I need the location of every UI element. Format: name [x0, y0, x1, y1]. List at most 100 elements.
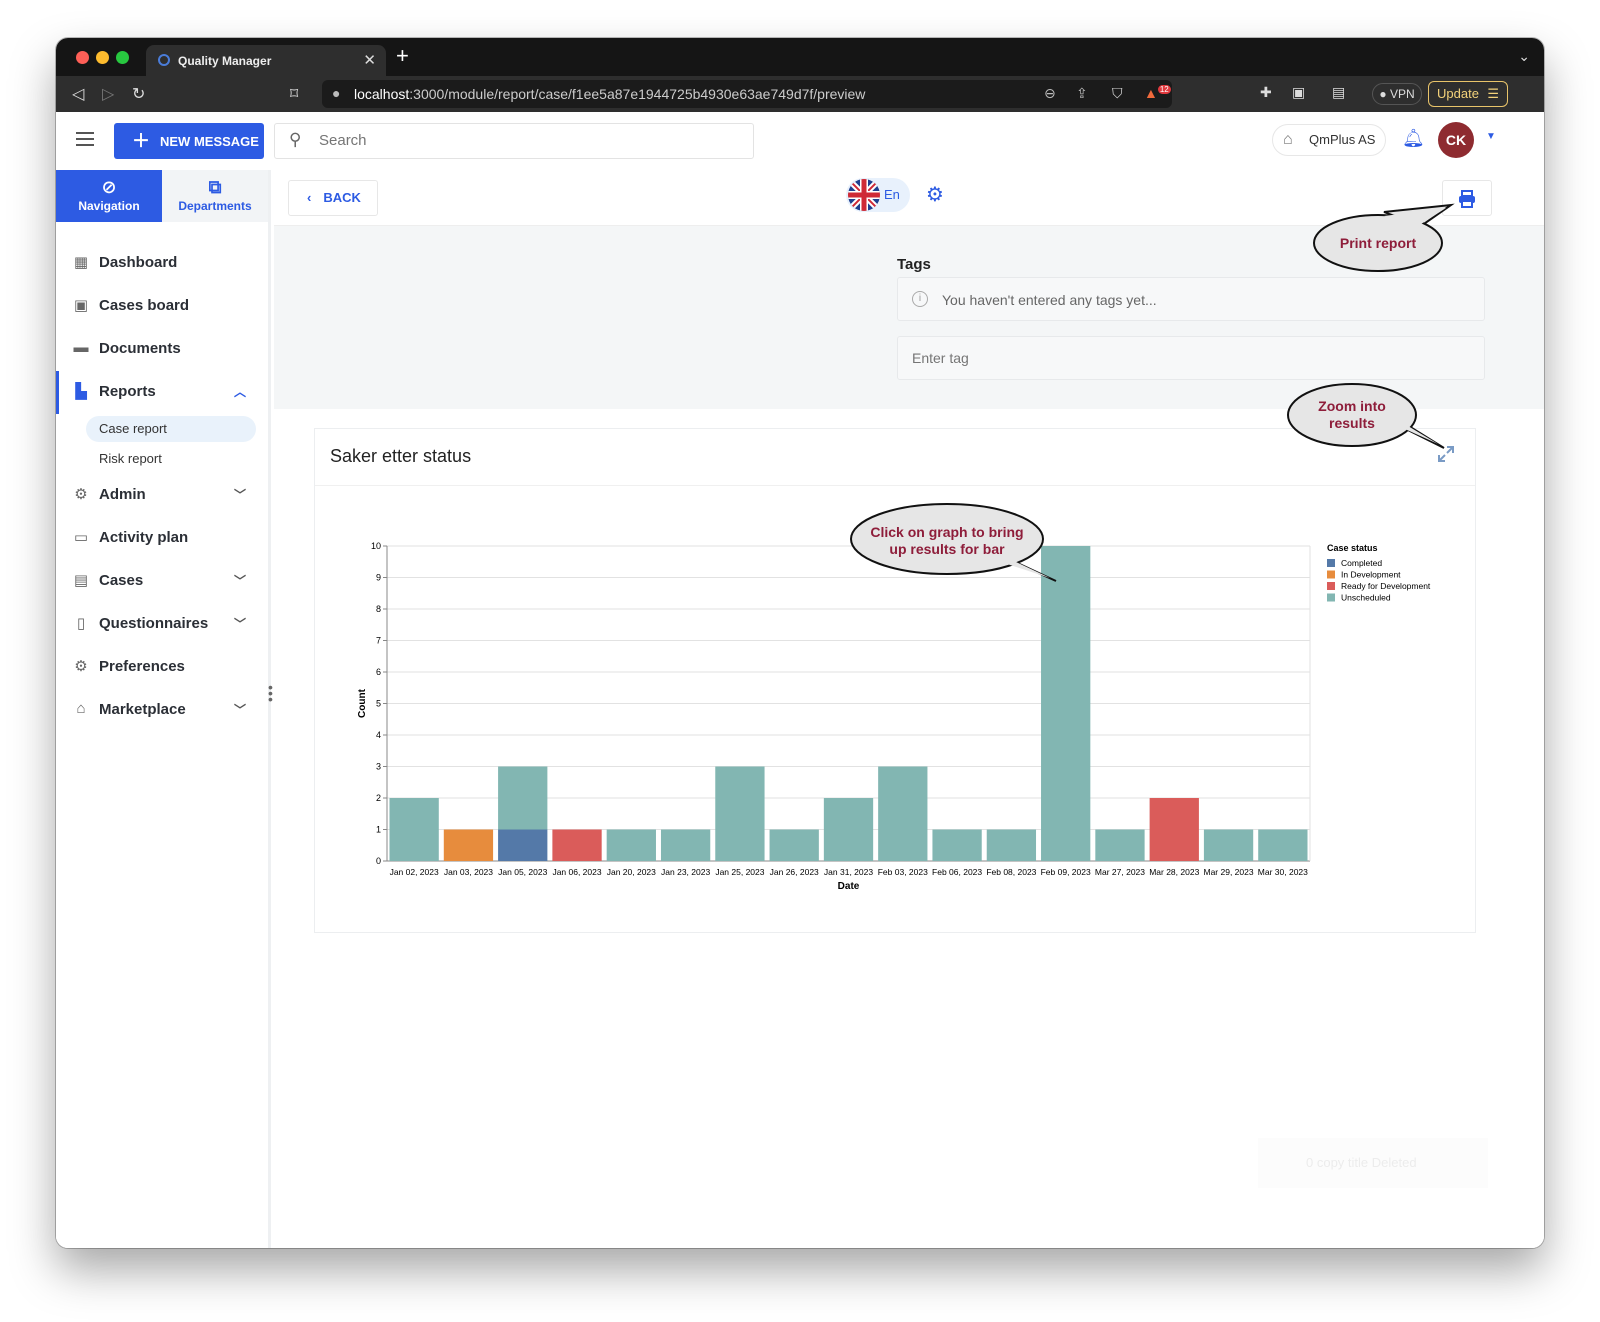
- sidebar-item-dashboard[interactable]: ▦ Dashboard: [73, 254, 178, 271]
- admin-gear-icon: ⚙: [74, 486, 88, 503]
- compass-icon: ⊘: [101, 177, 117, 197]
- language-selector[interactable]: En: [846, 178, 910, 212]
- avatar[interactable]: CK: [1438, 122, 1474, 158]
- back-button[interactable]: ‹ BACK: [288, 180, 378, 216]
- calendar-icon: ▭: [73, 529, 89, 546]
- chevron-down-icon[interactable]: ﹀: [233, 703, 246, 717]
- bar-ready-for-development[interactable]: [552, 829, 602, 862]
- wallet-icon[interactable]: ▤: [1332, 84, 1346, 100]
- caret-down-icon[interactable]: ▼: [1486, 131, 1496, 142]
- sidebar-item-documents[interactable]: ▬ Documents: [73, 339, 181, 357]
- clipboard-icon: ▯: [76, 615, 86, 632]
- bar-unscheduled[interactable]: [1203, 829, 1254, 862]
- sidebar-item-admin[interactable]: ⚙ Admin ﹀: [56, 474, 268, 517]
- company-selector[interactable]: ⌂ QmPlus AS: [1272, 124, 1386, 156]
- bar-completed[interactable]: [498, 829, 548, 862]
- search-field[interactable]: ⚲: [274, 123, 754, 159]
- bar-chart-icon: ▙: [75, 383, 87, 400]
- legend-label: In Development: [1341, 570, 1401, 580]
- tag-input[interactable]: [912, 350, 1412, 366]
- hamburger-menu-icon[interactable]: [76, 132, 94, 146]
- home-icon: ⌂: [1283, 131, 1293, 148]
- click-graph-callout: Click on graph to bring up results for b…: [850, 503, 1057, 582]
- x-tick-label: Feb 08, 2023: [986, 867, 1036, 877]
- chevron-up-icon[interactable]: ︿: [233, 385, 246, 399]
- chevron-down-icon[interactable]: ﹀: [233, 488, 246, 502]
- printer-icon: [1459, 190, 1475, 208]
- sidebar-item-marketplace[interactable]: ⌂ Marketplace ﹀: [56, 689, 268, 732]
- bar-unscheduled[interactable]: [986, 829, 1037, 862]
- tag-input-field[interactable]: [897, 336, 1485, 380]
- new-tab-icon[interactable]: +: [396, 43, 409, 68]
- x-tick-label: Jan 25, 2023: [715, 867, 764, 877]
- zoom-icon[interactable]: ⊖: [1044, 85, 1056, 101]
- maximize-window-button[interactable]: [116, 51, 129, 64]
- app-header: ＋NEW MESSAGE ⚲ ⌂ QmPlus AS 🔔︎ CK ▼: [56, 112, 1544, 170]
- x-tick-label: Jan 03, 2023: [444, 867, 493, 877]
- search-input[interactable]: [319, 132, 719, 149]
- vpn-button[interactable]: ● VPN: [1372, 83, 1422, 105]
- sidebar-item-activity-plan[interactable]: ▭ Activity plan: [73, 529, 189, 546]
- sidebar-item-preferences[interactable]: ⚙ Preferences: [56, 646, 268, 689]
- share-icon[interactable]: ⇪: [1076, 85, 1088, 101]
- bar-ready-for-development[interactable]: [1149, 798, 1199, 861]
- forward-arrow-icon[interactable]: ▷: [102, 86, 115, 103]
- bookmark-icon[interactable]: ⌑: [290, 86, 299, 103]
- x-tick-label: Jan 06, 2023: [552, 867, 601, 877]
- bell-icon[interactable]: 🔔︎: [1402, 128, 1425, 148]
- bar-unscheduled[interactable]: [1041, 546, 1091, 861]
- main-content: ‹ BACK En: [274, 170, 1544, 1248]
- x-axis-title: Date: [838, 881, 860, 892]
- y-tick-label: 6: [376, 667, 381, 677]
- bar-unscheduled[interactable]: [715, 766, 765, 862]
- chart-card-title: Saker etter status: [330, 446, 472, 466]
- bar-unscheduled[interactable]: [660, 829, 711, 862]
- zoom-results-callout: Zoom into results: [1287, 383, 1445, 449]
- reload-icon[interactable]: ↻: [132, 86, 146, 103]
- tab-departments[interactable]: ⧉ Departments: [162, 170, 268, 222]
- print-button[interactable]: [1442, 180, 1492, 216]
- cases-by-status-chart[interactable]: 0 1 2 3 4 5 6 7 8 9 10 Jan 02, 2023 Jan 03, 2023 Jan …: [315, 429, 1477, 934]
- close-tab-icon[interactable]: ✕: [363, 52, 376, 69]
- zoom-label-line1: Zoom into: [1318, 398, 1386, 414]
- back-arrow-icon[interactable]: ◁: [72, 86, 85, 103]
- bar-unscheduled[interactable]: [878, 766, 928, 862]
- bar-unscheduled[interactable]: [769, 829, 819, 862]
- sidebar-resize-handle[interactable]: • • •: [268, 679, 273, 707]
- bar-unscheduled[interactable]: [932, 829, 982, 862]
- x-tick-label: Jan 23, 2023: [661, 867, 710, 877]
- bar-unscheduled[interactable]: [1258, 829, 1308, 862]
- chevron-down-icon[interactable]: ﹀: [233, 617, 246, 631]
- sidebar: ⊘ Navigation ⧉ Departments ▦ Dashboard ▣…: [56, 170, 273, 1248]
- brave-shield-icon[interactable]: ⛉: [1112, 85, 1123, 101]
- bar-unscheduled[interactable]: [389, 798, 439, 861]
- sidebar-subitem-case-report[interactable]: Case report: [56, 414, 268, 444]
- expand-icon[interactable]: [1437, 445, 1455, 463]
- sidebar-item-questionnaires[interactable]: ▯ Questionnaires ﹀: [56, 603, 268, 646]
- tab-navigation[interactable]: ⊘ Navigation: [56, 170, 162, 222]
- bar-unscheduled[interactable]: [606, 829, 656, 862]
- bar-unscheduled[interactable]: [823, 798, 874, 861]
- site-info-icon[interactable]: ●: [332, 85, 341, 101]
- close-window-button[interactable]: [76, 51, 89, 64]
- y-axis-title: Count: [357, 688, 368, 718]
- extensions-icon[interactable]: ✚: [1260, 84, 1272, 100]
- browser-tab[interactable]: Quality Manager ✕: [146, 45, 386, 76]
- minimize-window-button[interactable]: [96, 51, 109, 64]
- settings-gear-icon[interactable]: ⚙: [926, 184, 944, 206]
- sidebar-subitem-risk-report[interactable]: Risk report: [99, 451, 162, 466]
- bar-unscheduled[interactable]: [1095, 829, 1145, 862]
- sidebar-item-cases-board[interactable]: ▣ Cases board: [73, 297, 190, 314]
- sidebar-item-reports[interactable]: ▙ Reports ︿: [56, 371, 268, 414]
- brave-rewards-icon[interactable]: ▲ 12: [1144, 85, 1171, 101]
- new-message-button[interactable]: ＋ NEW MESSAGE: [114, 123, 264, 159]
- tab-menu-chevron-icon[interactable]: ⌄: [1518, 48, 1530, 64]
- sidebar-toggle-icon[interactable]: ▣: [1292, 84, 1306, 100]
- y-tick-label: 4: [376, 730, 381, 740]
- address-bar[interactable]: ● localhost:3000/module/report/case/f1ee…: [322, 80, 1172, 108]
- bar-unscheduled[interactable]: [498, 766, 548, 830]
- sidebar-item-cases[interactable]: ▤ Cases ﹀: [73, 572, 246, 589]
- chevron-down-icon[interactable]: ﹀: [233, 574, 246, 588]
- update-button[interactable]: Update ☰: [1428, 81, 1508, 107]
- bar-in-development[interactable]: [443, 829, 494, 862]
